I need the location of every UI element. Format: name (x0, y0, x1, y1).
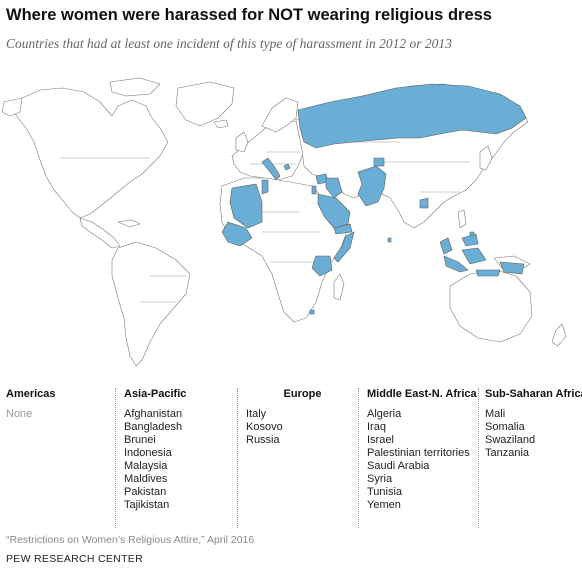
list-item: Israel (367, 434, 394, 446)
region-middle-east-n-africa: Middle East-N. Africa Algeria Iraq Israe… (358, 388, 481, 528)
landmass-scandinavia (261, 97, 299, 133)
chart-subtitle: Countries that had at least one incident… (6, 36, 452, 51)
country-list: Algeria Iraq Israel Palestinian territor… (367, 408, 481, 512)
region-header: Americas (6, 388, 56, 400)
list-item: Algeria (367, 408, 402, 420)
list-item: Kosovo (246, 421, 283, 433)
country-maldives (387, 237, 392, 243)
list-item: Pakistan (124, 486, 167, 498)
landmass-australia (449, 269, 533, 343)
landmass-iceland (213, 119, 229, 129)
list-item: Tajikistan (124, 499, 170, 511)
country-list: Italy Kosovo Russia (246, 408, 359, 447)
list-item: Italy (246, 408, 267, 420)
list-item: Palestinian territories (367, 447, 470, 459)
world-map (0, 62, 582, 372)
list-item: Indonesia (124, 447, 172, 459)
region-header: Europe (283, 388, 322, 400)
country-swaziland (309, 309, 315, 315)
region-header: Asia-Pacific (124, 388, 187, 400)
list-item: Iraq (367, 421, 386, 433)
country-afghanistan-pakistan (357, 165, 387, 207)
country-italy (261, 157, 281, 181)
country-indonesia (443, 247, 525, 277)
list-item: Afghanistan (124, 408, 183, 420)
border-lines (60, 141, 470, 303)
country-iraq (325, 177, 343, 199)
landmass-central-america (79, 217, 121, 249)
region-sub-saharan-africa: Sub-Saharan Africa Mali Somalia Swazilan… (478, 388, 582, 528)
landmass-new-zealand (551, 323, 567, 347)
region-header: Sub-Saharan Africa (485, 388, 582, 400)
country-bangladesh (419, 197, 429, 209)
country-israel (311, 185, 317, 195)
landmass-caribbean (117, 219, 141, 228)
list-item: None (6, 408, 33, 420)
landmass-south-america (111, 241, 191, 367)
country-list: None (6, 408, 110, 421)
landmass-north-america (11, 87, 169, 219)
country-kosovo (283, 163, 291, 171)
landmass-madagascar (333, 273, 345, 301)
country-yemen (333, 223, 353, 235)
landmass-japan (479, 145, 493, 171)
landmass-alaska (1, 97, 23, 117)
country-brunei (469, 231, 475, 237)
country-somalia (333, 231, 355, 263)
country-tunisia (261, 179, 269, 195)
landmass-uk (235, 131, 249, 153)
country-algeria (229, 183, 263, 229)
list-item: Syria (367, 473, 393, 485)
list-item: Bangladesh (124, 421, 183, 433)
country-russia (297, 83, 527, 149)
region-header: Middle East-N. Africa (367, 388, 477, 400)
list-item: Saudi Arabia (367, 460, 430, 472)
country-tajikistan (373, 157, 385, 167)
landmass-greenland (175, 81, 235, 127)
list-item: Tunisia (367, 486, 403, 498)
region-europe: Europe Italy Kosovo Russia (237, 388, 359, 528)
credit-label: PEW RESEARCH CENTER (6, 553, 143, 565)
list-item: Swaziland (485, 434, 536, 446)
list-item: Mali (485, 408, 506, 420)
list-item: Yemen (367, 499, 401, 511)
country-list: Afghanistan Bangladesh Brunei Indonesia … (124, 408, 242, 512)
country-tanzania (311, 255, 333, 277)
list-item: Tanzania (485, 447, 530, 459)
list-item: Russia (246, 434, 280, 446)
chart-title: Where women were harassed for NOT wearin… (6, 6, 492, 24)
list-item: Somalia (485, 421, 525, 433)
list-item: Brunei (124, 434, 156, 446)
list-item: Maldives (124, 473, 168, 485)
list-item: Malaysia (124, 460, 168, 472)
country-mali (221, 221, 253, 247)
landmass-arctic-islands (109, 77, 161, 97)
country-list: Mali Somalia Swaziland Tanzania (485, 408, 581, 460)
source-note: “Restrictions on Women’s Religious Attir… (6, 534, 255, 546)
region-asia-pacific: Asia-Pacific Afghanistan Bangladesh Brun… (115, 388, 242, 528)
region-americas: Americas None (6, 388, 110, 528)
landmass-philippines (457, 209, 467, 229)
